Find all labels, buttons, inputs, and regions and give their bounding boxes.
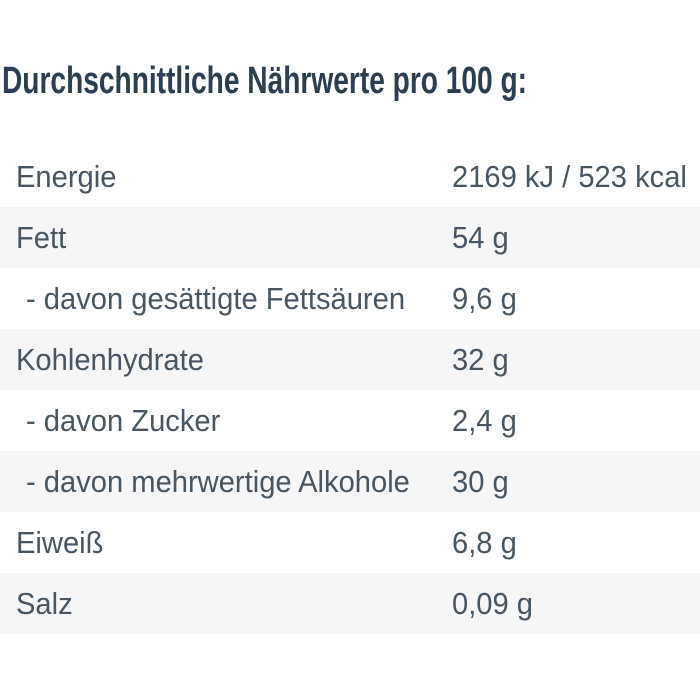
nutrient-sublabel: - davon gesättigte Fettsäuren [26, 280, 406, 316]
nutrient-value: 6,8 g [452, 524, 517, 560]
nutrient-value: 2169 kJ / 523 kcal [452, 158, 687, 194]
table-row: - davon gesättigte Fettsäuren 9,6 g [0, 268, 700, 329]
nutrient-value: 9,6 g [452, 280, 517, 316]
table-row: Salz 0,09 g [0, 573, 700, 634]
page-title: Durchschnittliche Nährwerte pro 100 g: [2, 60, 528, 102]
nutrient-label: Fett [16, 219, 67, 255]
table-row: - davon Zucker 2,4 g [0, 390, 700, 451]
nutrient-value: 0,09 g [452, 585, 534, 621]
table-row: Kohlenhydrate 32 g [0, 329, 700, 390]
nutrient-sublabel: - davon mehrwertige Alkohole [26, 463, 410, 499]
table-row: - davon mehrwertige Alkohole 30 g [0, 451, 700, 512]
nutrient-label: Kohlenhydrate [16, 341, 204, 377]
nutrient-value: 2,4 g [452, 402, 517, 438]
table-row: Energie 2169 kJ / 523 kcal [0, 146, 700, 207]
nutrient-value: 32 g [452, 341, 509, 377]
nutrient-label: Salz [16, 585, 73, 621]
nutrition-table: Energie 2169 kJ / 523 kcal Fett 54 g - d… [0, 146, 700, 634]
nutrient-sublabel: - davon Zucker [26, 402, 221, 438]
nutrient-value: 54 g [452, 219, 509, 255]
nutrient-label: Eiweiß [16, 524, 104, 560]
table-row: Fett 54 g [0, 207, 700, 268]
table-row: Eiweiß 6,8 g [0, 512, 700, 573]
nutrient-value: 30 g [452, 463, 509, 499]
nutrient-label: Energie [16, 158, 117, 194]
